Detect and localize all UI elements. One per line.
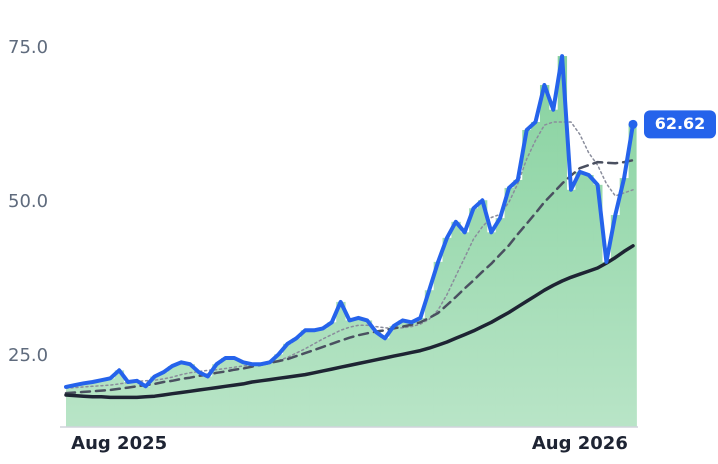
series-line	[64, 158, 635, 395]
series-line	[64, 54, 635, 389]
y-tick-label: 25.0	[8, 345, 48, 366]
x-tick-label: Aug 2025	[71, 433, 167, 454]
price-badge-label: 62.62	[655, 114, 706, 133]
x-tick-label: Aug 2026	[532, 433, 628, 454]
last-point	[628, 119, 638, 129]
y-tick-label: 75.0	[8, 37, 48, 58]
series-line	[64, 244, 635, 400]
fade	[66, 0, 636, 427]
lines	[64, 54, 635, 400]
y-tick-label: 50.0	[8, 191, 48, 212]
price-badge	[644, 110, 716, 139]
series-line	[65, 121, 634, 389]
